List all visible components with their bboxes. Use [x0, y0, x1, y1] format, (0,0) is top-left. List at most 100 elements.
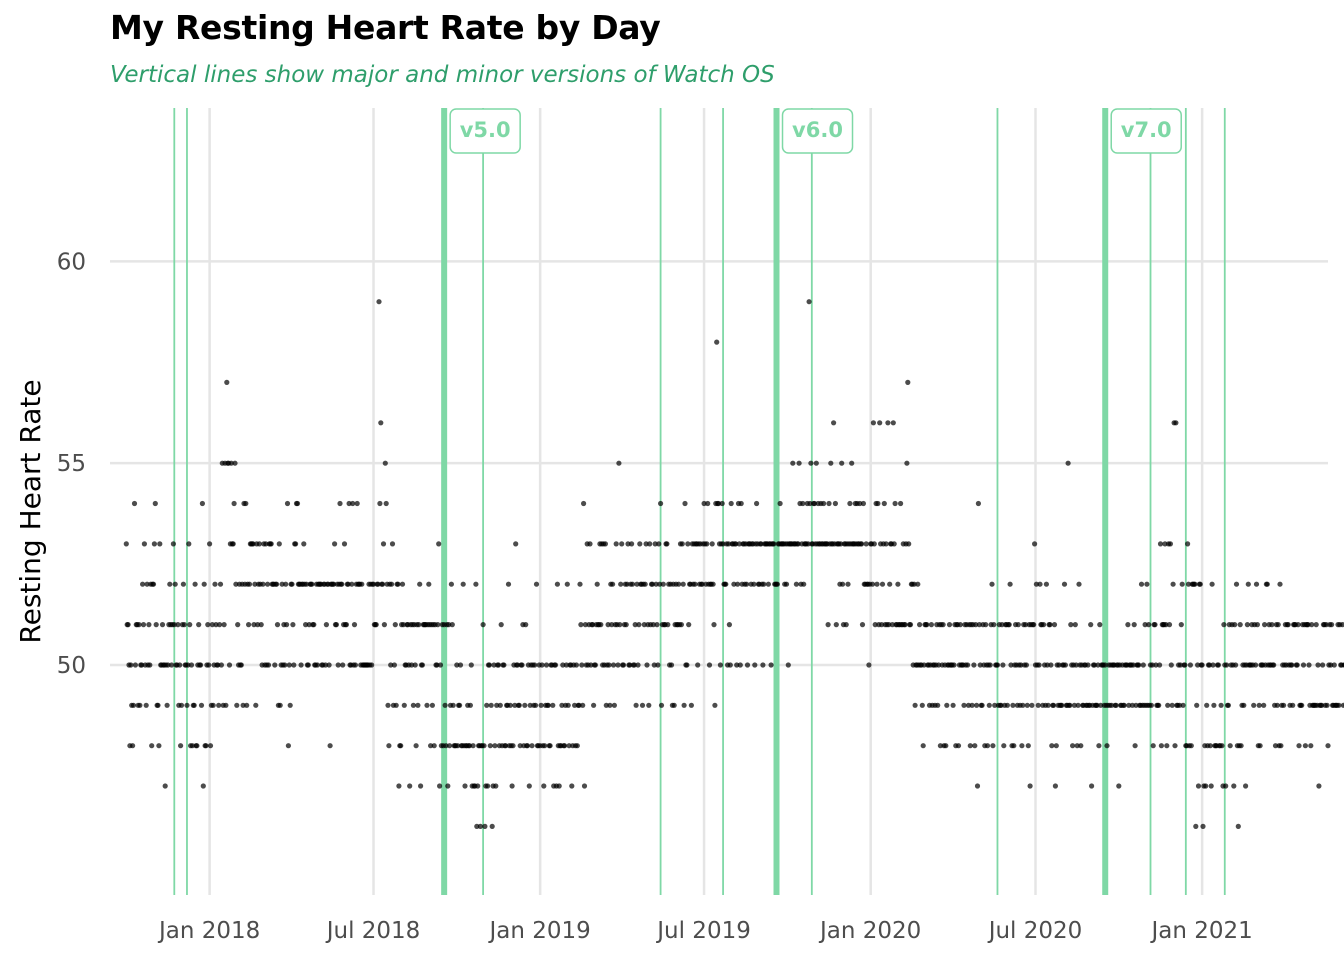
data-point: [704, 541, 710, 547]
data-point: [1272, 743, 1279, 749]
data-point: [370, 581, 377, 587]
data-point: [1027, 783, 1033, 789]
data-point: [1113, 702, 1119, 708]
data-point: [238, 662, 244, 668]
x-tick-label: Jan 2021: [1149, 918, 1252, 944]
data-point: [632, 622, 638, 628]
data-point: [744, 581, 750, 587]
data-point: [592, 662, 599, 668]
data-point: [658, 500, 664, 507]
data-point: [448, 581, 454, 587]
data-point: [924, 622, 930, 628]
data-point: [146, 622, 152, 628]
data-point: [533, 702, 539, 708]
data-point: [1325, 743, 1331, 749]
data-point: [902, 622, 908, 628]
data-point: [655, 662, 661, 668]
data-point: [1033, 581, 1039, 587]
data-point: [726, 622, 733, 628]
data-point: [1285, 622, 1291, 628]
data-point: [1062, 662, 1068, 668]
data-point: [974, 702, 980, 708]
version-label-box: [1110, 108, 1182, 154]
data-point: [1116, 783, 1122, 789]
data-point: [298, 662, 304, 668]
data-point: [678, 622, 685, 628]
data-point: [801, 581, 807, 587]
data-point: [728, 500, 734, 507]
data-point: [188, 662, 195, 668]
data-point: [149, 743, 155, 749]
data-point: [1044, 662, 1050, 668]
data-point: [178, 743, 184, 749]
data-point: [1096, 743, 1102, 749]
data-point: [550, 702, 556, 708]
data-point: [1019, 743, 1025, 749]
data-point: [393, 702, 399, 708]
data-point: [256, 541, 262, 547]
data-point: [1195, 783, 1202, 789]
data-point: [1095, 662, 1101, 668]
data-point: [376, 299, 382, 305]
data-point: [695, 662, 701, 668]
data-point: [937, 743, 944, 749]
data-point: [912, 702, 918, 708]
data-point: [1300, 662, 1307, 668]
data-point: [1199, 662, 1205, 668]
data-point: [407, 783, 413, 789]
data-point: [1233, 581, 1240, 587]
data-point: [143, 702, 149, 708]
data-point: [1001, 743, 1007, 749]
data-point: [859, 541, 865, 547]
data-point: [651, 662, 657, 668]
data-point: [665, 622, 671, 628]
data-point: [969, 702, 975, 708]
data-point: [341, 541, 348, 547]
data-point: [1254, 622, 1260, 628]
data-point: [322, 662, 329, 668]
data-point: [1073, 662, 1079, 668]
data-point: [169, 662, 175, 668]
data-point: [192, 581, 198, 587]
data-point: [1274, 702, 1280, 708]
data-point: [213, 622, 219, 628]
data-point: [1015, 622, 1021, 628]
data-point: [1313, 622, 1319, 628]
data-point: [712, 702, 718, 708]
data-point: [605, 622, 611, 628]
data-point: [1218, 702, 1224, 708]
data-point: [886, 622, 892, 628]
data-point: [429, 702, 435, 708]
data-point: [1152, 622, 1158, 628]
data-point: [813, 460, 819, 466]
data-point: [618, 581, 624, 587]
data-point: [652, 541, 658, 547]
data-point: [418, 783, 424, 789]
data-point: [350, 500, 356, 507]
data-point: [164, 702, 170, 708]
data-point: [156, 743, 162, 749]
data-point: [1029, 702, 1035, 708]
data-point: [383, 500, 389, 507]
data-point: [514, 662, 521, 668]
data-point: [235, 622, 241, 628]
data-point: [1243, 783, 1249, 789]
data-point: [928, 622, 935, 628]
data-point: [181, 622, 187, 628]
data-point: [976, 622, 983, 628]
data-point: [240, 702, 246, 708]
data-point: [573, 662, 580, 668]
data-point: [761, 581, 767, 587]
data-point: [1121, 702, 1127, 708]
data-point: [1008, 662, 1014, 668]
data-point: [339, 581, 345, 587]
data-point: [1241, 702, 1247, 708]
data-point: [627, 662, 633, 668]
data-point: [944, 702, 950, 708]
data-point: [1253, 581, 1260, 587]
data-point: [287, 702, 293, 708]
data-point: [189, 743, 195, 749]
data-point: [400, 622, 406, 628]
data-point: [733, 541, 739, 547]
data-point: [1195, 662, 1201, 668]
